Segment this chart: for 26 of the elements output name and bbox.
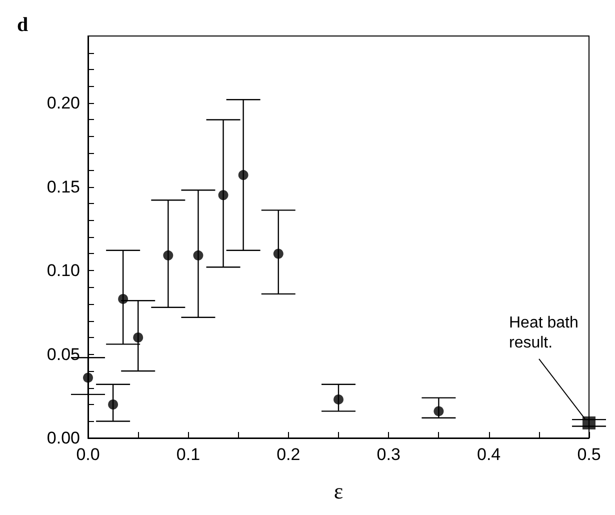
x-tick-label: 0.0 — [76, 445, 100, 464]
point — [133, 332, 144, 342]
y-tick-label: 0.05 — [46, 344, 80, 364]
y-tick-label: 0.20 — [46, 94, 80, 112]
point — [334, 394, 344, 404]
x-tick-label: 0.5 — [577, 445, 601, 464]
x-axis-title: ε — [334, 478, 344, 504]
chart-title: d — [17, 14, 28, 36]
y-tick-label: 0.15 — [46, 177, 80, 196]
x-tick-label: 0.3 — [376, 445, 400, 464]
point — [118, 294, 128, 304]
annotation: Heat bath result. — [509, 314, 578, 352]
y-tick-label: 0.00 — [46, 428, 80, 448]
point — [238, 170, 248, 180]
x-tick-label: 0.1 — [176, 445, 200, 464]
point — [273, 248, 284, 259]
x-tick-label: 0.2 — [276, 445, 300, 464]
point — [108, 400, 118, 410]
point — [434, 406, 444, 416]
y-tick-label: 0.10 — [46, 261, 80, 280]
point — [83, 372, 93, 383]
point — [163, 250, 174, 260]
point — [218, 190, 228, 200]
x-tick-label: 0.4 — [476, 445, 501, 464]
point — [193, 250, 204, 260]
point — [582, 416, 596, 430]
